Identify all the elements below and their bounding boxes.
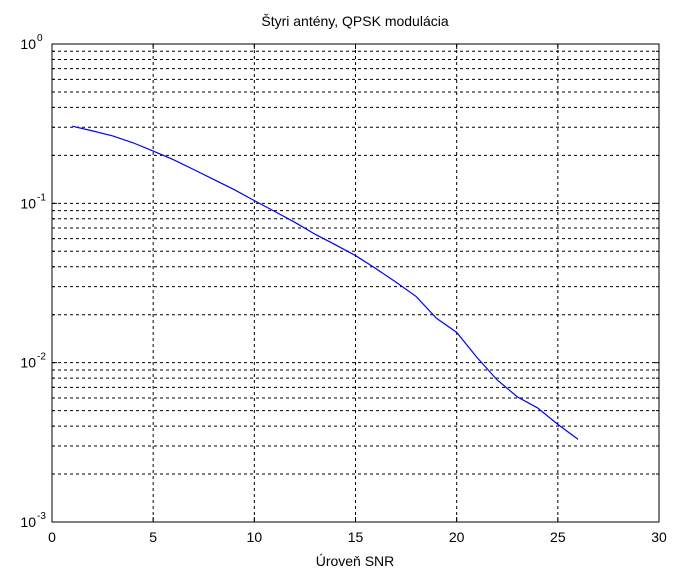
series-line-1 — [72, 125, 579, 440]
plot-frame — [51, 43, 660, 523]
grid-layer — [51, 44, 660, 523]
y-tick-label-base: 10 — [20, 514, 36, 530]
y-tick-label-base: 10 — [20, 355, 36, 371]
y-tick-label-base: 10 — [20, 36, 36, 52]
plot-area — [52, 44, 659, 522]
x-tick-label: 20 — [449, 529, 465, 545]
x-tick-label: 5 — [149, 529, 157, 545]
chart-title: Štyri antény, QPSK modulácia — [261, 13, 448, 29]
x-tick-label: 10 — [247, 529, 263, 545]
y-tick-label-base: 10 — [20, 195, 36, 211]
y-tick-label: 10 -3 — [20, 511, 46, 530]
y-tick-label: 10 0 — [20, 33, 43, 52]
x-tick-labels: 0 5 10 15 20 25 30 — [48, 529, 667, 545]
x-tick-label: 15 — [348, 529, 364, 545]
y-tick-label-exponent: 0 — [37, 33, 43, 44]
x-tick-label: 30 — [651, 529, 667, 545]
series-layer — [72, 125, 579, 440]
x-tick-label: 0 — [48, 529, 56, 545]
y-tick-label-exponent: -3 — [37, 511, 46, 522]
y-tick-label: 10 -2 — [20, 352, 46, 371]
x-axis-label: Úroveň SNR — [316, 553, 395, 569]
y-tick-label-exponent: -2 — [37, 352, 46, 363]
x-tick-label: 25 — [550, 529, 566, 545]
y-tick-label: 10 -1 — [20, 192, 46, 211]
y-tick-label-exponent: -1 — [37, 192, 46, 203]
